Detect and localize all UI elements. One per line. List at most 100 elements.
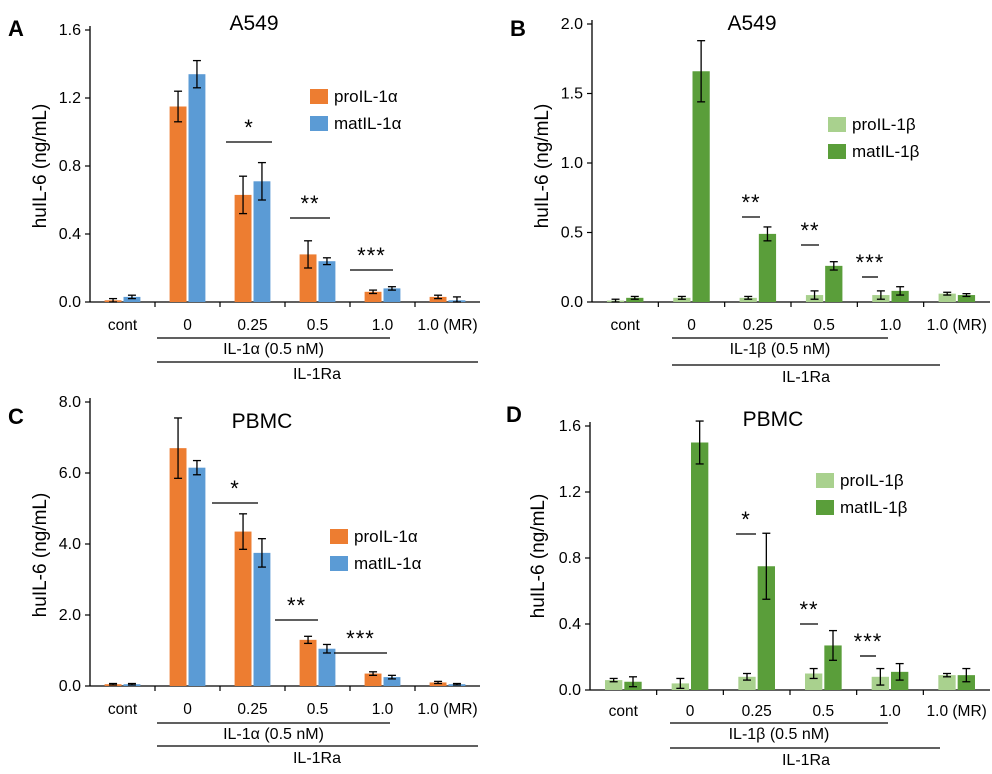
legend-label: proIL-1α xyxy=(354,527,418,546)
x-tick-label: cont xyxy=(108,317,138,334)
significance-stars: ** xyxy=(287,593,306,618)
legend-label: matIL-1β xyxy=(852,142,920,161)
x-tick-label: 0.5 xyxy=(307,317,329,334)
bar-pro xyxy=(429,682,447,686)
y-tick-label: 0.0 xyxy=(561,294,583,311)
legend-label: proIL-1α xyxy=(334,87,398,106)
bar-pro xyxy=(739,297,757,302)
y-tick-label: 2.0 xyxy=(59,607,81,624)
bar-pro xyxy=(938,675,956,690)
chart-panel-c: C PBMC huIL-6 (ng/mL) 0.0 2.0 4.0 6.0 8.0 cont 0 0… xyxy=(8,394,480,767)
bar-mat xyxy=(383,288,401,302)
significance-stars: * xyxy=(741,507,751,532)
bar-mat xyxy=(383,677,401,686)
bar-mat xyxy=(253,181,271,302)
bar-mat xyxy=(123,296,141,302)
legend-swatch xyxy=(330,556,348,571)
legend-swatch xyxy=(310,116,328,131)
significance-stars: * xyxy=(230,476,240,501)
y-tick-label: 0.0 xyxy=(59,678,81,695)
bar-pro xyxy=(234,531,252,686)
x-tick-label: 0 xyxy=(686,703,695,720)
bar-mat xyxy=(825,265,843,302)
y-axis-label: huIL-6 (ng/mL) xyxy=(30,493,51,618)
x-tick-label: cont xyxy=(609,703,639,720)
chart-title: A549 xyxy=(229,12,278,35)
y-tick-label: 0.8 xyxy=(59,158,81,175)
y-tick-label: 0.4 xyxy=(59,226,81,243)
group-label-dose: IL-1β (0.5 nM) xyxy=(730,341,831,358)
bar-mat xyxy=(626,297,644,302)
y-tick-label: 1.5 xyxy=(561,86,583,103)
x-tick-label: 1.0 (MR) xyxy=(417,317,477,334)
significance-stars: *** xyxy=(854,629,883,654)
chart-title: A549 xyxy=(727,12,776,35)
chart-panel-d: D PBMC huIL-6 (ng/mL) 0.0 0.4 0.8 1.2 1.6 cont 0 0… xyxy=(506,402,990,769)
legend-swatch xyxy=(828,144,846,159)
y-tick-label: 1.2 xyxy=(59,90,81,107)
y-tick-label: 1.6 xyxy=(59,22,81,39)
bar-pro xyxy=(169,106,187,302)
chart-panel-a: A A549 huIL-6 (ng/mL) 0.0 0.4 0.8 1.2 1.6 cont 0 0… xyxy=(8,12,480,383)
x-tick-label: 1.0 xyxy=(372,317,394,334)
panel-letter: B xyxy=(510,16,526,41)
legend-swatch xyxy=(816,500,834,515)
panel-letter: C xyxy=(8,404,24,429)
bar-mat xyxy=(253,552,271,686)
bar-mat xyxy=(758,233,777,302)
chart-title: PBMC xyxy=(232,410,293,433)
legend-swatch xyxy=(816,473,834,488)
x-tick-label: cont xyxy=(108,701,138,718)
bar-pro xyxy=(605,680,623,690)
legend-swatch xyxy=(330,529,348,544)
bar-mat xyxy=(957,675,975,690)
x-tick-label: 1.0 xyxy=(879,703,901,720)
y-axis-label: huIL-6 (ng/mL) xyxy=(532,104,553,229)
significance-stars: *** xyxy=(856,250,885,275)
x-tick-label: 1.0 xyxy=(880,317,902,334)
y-tick-label: 1.2 xyxy=(559,484,581,501)
panel-letter: D xyxy=(506,402,522,427)
group-label-dose: IL-1α (0.5 nM) xyxy=(223,726,324,743)
bar-pro xyxy=(938,293,956,302)
panel-letter: A xyxy=(8,16,24,41)
group-label-il1ra: IL-1Ra xyxy=(782,369,830,386)
y-tick-label: 4.0 xyxy=(59,536,81,553)
bar-mat xyxy=(318,648,336,686)
bar-mat xyxy=(891,290,909,302)
significance-stars: *** xyxy=(357,243,386,268)
x-tick-label: 0.25 xyxy=(237,317,267,334)
group-label-dose: IL-1β (0.5 nM) xyxy=(729,726,830,743)
chart-panel-b: B A549 huIL-6 (ng/mL) 0.0 0.5 1.0 1.5 2.0 cont 0 0… xyxy=(510,12,990,386)
significance-stars: * xyxy=(244,115,254,140)
bar-pro xyxy=(234,194,252,302)
bar-pro xyxy=(738,676,756,690)
bar-mat xyxy=(757,566,775,690)
y-axis-label: huIL-6 (ng/mL) xyxy=(528,494,549,619)
significance-stars: ** xyxy=(741,190,760,215)
bar-pro xyxy=(364,291,382,302)
legend-label: matIL-1β xyxy=(840,498,908,517)
y-tick-label: 8.0 xyxy=(59,394,81,411)
group-label-il1ra: IL-1Ra xyxy=(782,752,830,769)
x-tick-label: 1.0 (MR) xyxy=(417,701,477,718)
bar-mat xyxy=(957,295,976,302)
group-label-il1ra: IL-1Ra xyxy=(293,750,341,767)
x-tick-label: 0 xyxy=(687,317,696,334)
y-axis-label: huIL-6 (ng/mL) xyxy=(30,104,51,229)
legend-label: proIL-1β xyxy=(840,471,904,490)
x-tick-label: 0 xyxy=(183,317,192,334)
x-tick-label: 0.25 xyxy=(742,703,772,720)
bar-mat xyxy=(691,442,709,690)
legend-label: matIL-1α xyxy=(354,554,422,573)
y-tick-label: 0.0 xyxy=(59,294,81,311)
y-tick-label: 6.0 xyxy=(59,465,81,482)
bar-pro xyxy=(299,254,317,302)
legend-swatch xyxy=(828,117,846,132)
legend-label: matIL-1α xyxy=(334,114,402,133)
group-label-dose: IL-1α (0.5 nM) xyxy=(223,341,324,358)
y-tick-label: 0.5 xyxy=(561,225,583,242)
x-tick-label: 1.0 (MR) xyxy=(927,317,987,334)
significance-stars: *** xyxy=(346,626,375,651)
